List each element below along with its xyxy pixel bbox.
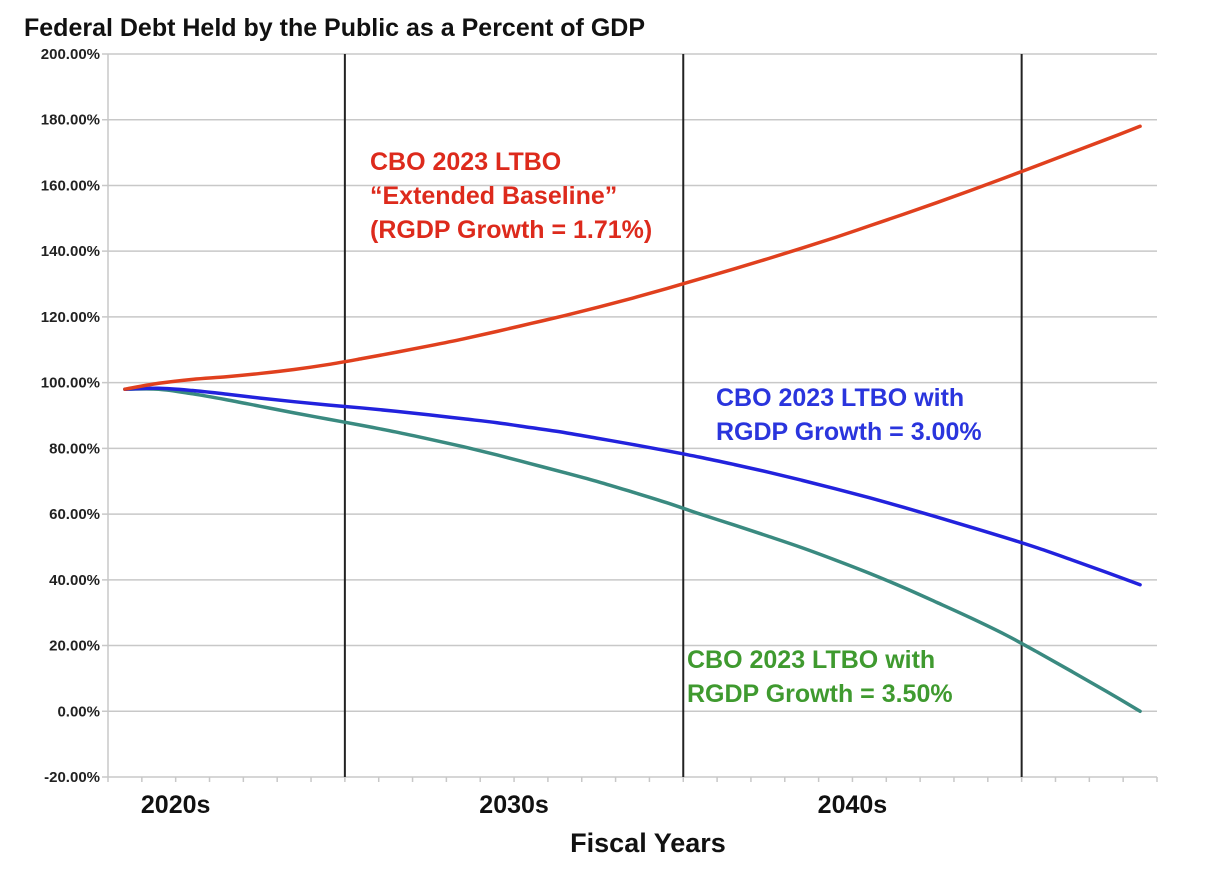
y-tick-label: 140.00% bbox=[41, 243, 100, 260]
y-tick-label: 20.00% bbox=[49, 638, 100, 655]
y-tick-label: 40.00% bbox=[49, 572, 100, 589]
series-annotation-2: CBO 2023 LTBO with bbox=[687, 646, 935, 674]
series-annotation-0: CBO 2023 LTBO bbox=[370, 148, 561, 176]
gridlines bbox=[102, 53, 1157, 778]
y-tick-label: 80.00% bbox=[49, 440, 100, 457]
series-line-1 bbox=[123, 386, 1142, 587]
decade-dividers bbox=[343, 54, 1023, 777]
series-annotation-0: (RGDP Growth = 1.71%) bbox=[370, 216, 652, 244]
y-tick-label: 180.00% bbox=[41, 112, 100, 129]
annotations: CBO 2023 LTBO “Extended Baseline” (RGDP Gr… bbox=[370, 148, 982, 708]
series-annotation-2: RGDP Growth = 3.50% bbox=[687, 680, 953, 708]
y-tick-label: -20.00% bbox=[44, 769, 100, 786]
x-axis-ticks: 2020s 2030s 2040s bbox=[107, 777, 1158, 819]
y-tick-label: 100.00% bbox=[41, 375, 100, 392]
x-tick-label: 2020s bbox=[141, 791, 211, 819]
y-tick-label: 120.00% bbox=[41, 309, 100, 326]
x-tick-label: 2040s bbox=[818, 791, 888, 819]
series-line-2 bbox=[123, 387, 1142, 714]
series-annotation-1: CBO 2023 LTBO with bbox=[716, 384, 964, 412]
x-axis-title: Fiscal Years bbox=[570, 828, 726, 858]
y-axis-tick-labels: 200.00% 180.00% 160.00% 140.00% 120.00% 100.0… bbox=[41, 46, 100, 786]
chart-title: Federal Debt Held by the Public as a Per… bbox=[24, 14, 645, 42]
series-lines bbox=[123, 124, 1142, 714]
series-line-0 bbox=[123, 124, 1142, 391]
y-tick-label: 0.00% bbox=[57, 703, 100, 720]
y-tick-label: 160.00% bbox=[41, 177, 100, 194]
series-annotation-0: “Extended Baseline” bbox=[370, 182, 617, 210]
y-tick-label: 60.00% bbox=[49, 506, 100, 523]
series-annotation-1: RGDP Growth = 3.00% bbox=[716, 418, 982, 446]
y-tick-label: 200.00% bbox=[41, 46, 100, 63]
x-tick-label: 2030s bbox=[479, 791, 549, 819]
